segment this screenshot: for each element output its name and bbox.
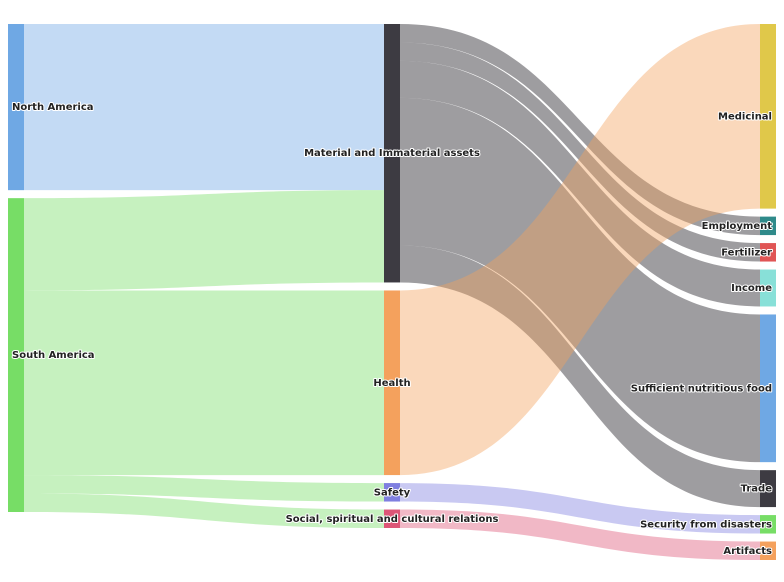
node-sufficient-nutritious-food[interactable] bbox=[760, 314, 776, 463]
node-security-from-disasters[interactable] bbox=[760, 515, 776, 534]
label-health: Health bbox=[373, 378, 410, 389]
label-south-america: South America bbox=[12, 350, 95, 361]
node-trade[interactable] bbox=[760, 470, 776, 508]
label-artifacts: Artifacts bbox=[723, 546, 772, 557]
link-material-and-immaterial-assets-to-trade[interactable] bbox=[400, 245, 760, 508]
label-north-america: North America bbox=[12, 102, 94, 113]
label-social-spiritual-and-cultural-relations: Social, spiritual and cultural relations bbox=[286, 514, 499, 525]
link-social-spiritual-and-cultural-relations-to-artifacts[interactable] bbox=[400, 509, 760, 560]
link-south-america-to-health[interactable] bbox=[24, 290, 384, 476]
link-health-to-medicinal[interactable] bbox=[400, 24, 760, 476]
label-material-and-immaterial-assets: Material and Immaterial assets bbox=[304, 148, 480, 159]
link-south-america-to-social-spiritual-and-cultural-relations[interactable] bbox=[24, 493, 384, 528]
node-social-spiritual-and-cultural-relations[interactable] bbox=[384, 509, 400, 528]
label-sufficient-nutritious-food: Sufficient nutritious food bbox=[631, 383, 772, 394]
link-material-and-immaterial-assets-to-fertilizer[interactable] bbox=[400, 42, 760, 262]
node-income[interactable] bbox=[760, 269, 776, 307]
link-material-and-immaterial-assets-to-sufficient-nutritious-food[interactable] bbox=[400, 97, 760, 463]
link-material-and-immaterial-assets-to-income[interactable] bbox=[400, 60, 760, 307]
link-material-and-immaterial-assets-to-employment[interactable] bbox=[400, 24, 760, 236]
links-layer bbox=[24, 24, 760, 560]
node-south-america[interactable] bbox=[8, 198, 24, 512]
label-fertilizer: Fertilizer bbox=[721, 247, 772, 258]
node-fertilizer[interactable] bbox=[760, 243, 776, 262]
node-north-america[interactable] bbox=[8, 24, 24, 191]
node-safety[interactable] bbox=[384, 483, 400, 502]
link-south-america-to-material-and-immaterial-assets[interactable] bbox=[24, 190, 384, 291]
nodes-layer bbox=[8, 24, 776, 560]
label-trade: Trade bbox=[741, 484, 773, 495]
link-south-america-to-safety[interactable] bbox=[24, 475, 384, 502]
labels-layer: North America South America Material and I… bbox=[11, 101, 773, 558]
node-material-and-immaterial-assets[interactable] bbox=[384, 24, 400, 283]
label-income: Income bbox=[731, 283, 772, 294]
link-north-america-to-material-and-immaterial-assets[interactable] bbox=[24, 24, 384, 191]
label-medicinal: Medicinal bbox=[718, 111, 772, 122]
label-safety: Safety bbox=[374, 487, 411, 498]
link-safety-to-security-from-disasters[interactable] bbox=[400, 483, 760, 534]
node-artifacts[interactable] bbox=[760, 541, 776, 560]
node-health[interactable] bbox=[384, 290, 400, 476]
label-security-from-disasters: Security from disasters bbox=[640, 519, 772, 530]
node-employment[interactable] bbox=[760, 216, 776, 236]
label-employment: Employment bbox=[702, 221, 773, 232]
node-medicinal[interactable] bbox=[760, 24, 776, 209]
